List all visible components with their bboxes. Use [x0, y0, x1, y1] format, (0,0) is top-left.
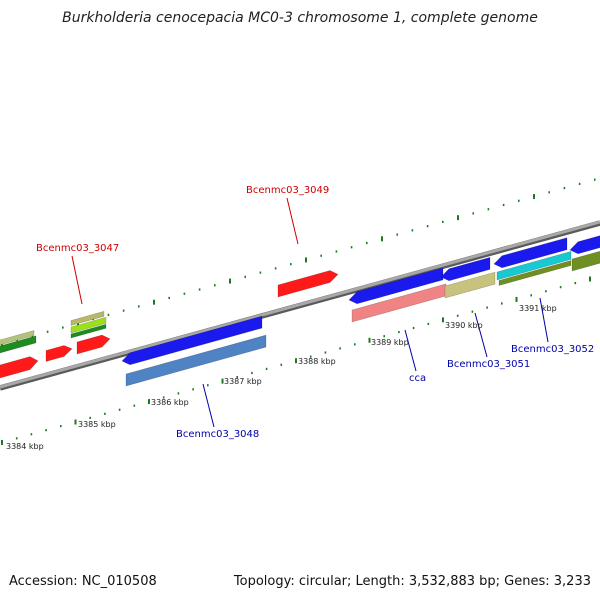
topology-text: Topology: circular; Length: 3,532,883 bp…	[233, 574, 591, 589]
feature-bar	[498, 260, 572, 286]
gene-label[interactable]: Bcenmc03_3047	[36, 243, 119, 254]
gene-arrow	[569, 235, 600, 255]
gene-label[interactable]: Bcenmc03_3052	[511, 344, 594, 355]
feature-bar	[496, 251, 572, 281]
backbone-line	[0, 220, 600, 389]
gene-arrow	[76, 334, 111, 355]
leader-line	[202, 383, 215, 428]
scale-label: 3390 kbp	[445, 321, 483, 330]
gene-arrow	[45, 345, 73, 362]
gene-arrow	[0, 356, 39, 379]
leader-line	[539, 297, 549, 343]
gene-features	[0, 235, 600, 387]
feature-bar	[70, 310, 105, 326]
scale-label: 3389 kbp	[371, 338, 409, 347]
tick-marks	[1, 178, 596, 445]
feature-bar	[0, 335, 37, 354]
scale-label: 3385 kbp	[78, 420, 116, 429]
gene-arrow	[440, 256, 491, 282]
leader-line	[474, 312, 488, 358]
leader-line	[404, 329, 417, 372]
feature-bar	[571, 250, 600, 272]
feature-bar	[444, 271, 496, 299]
accession-text: Accession: NC_010508	[9, 574, 157, 589]
chromosome-backbone	[0, 220, 600, 391]
gene-arrow	[493, 237, 568, 269]
map-title: Burkholderia cenocepacia MC0-3 chromosom…	[62, 10, 538, 26]
feature-bar	[0, 330, 35, 346]
scale-label: 3388 kbp	[298, 357, 336, 366]
gene-arrow	[348, 267, 444, 305]
gene-arrow	[277, 270, 339, 298]
gene-label[interactable]: Bcenmc03_3048	[176, 429, 259, 440]
leader-line	[286, 197, 299, 245]
gene-label[interactable]: Bcenmc03_3051	[447, 359, 530, 370]
scale-label: 3384 kbp	[6, 442, 44, 451]
feature-bar	[125, 334, 267, 387]
scale-label: 3386 kbp	[151, 398, 189, 407]
gene-label[interactable]: Bcenmc03_3049	[246, 185, 329, 196]
scale-label: 3387 kbp	[224, 377, 262, 386]
leader-line	[71, 255, 83, 305]
feature-bar	[70, 323, 107, 339]
gene-label[interactable]: cca	[409, 373, 426, 384]
gene-arrow	[121, 315, 263, 366]
feature-bar	[70, 316, 107, 334]
label-leader-lines	[71, 197, 549, 428]
scale-label: 3391 kbp	[519, 304, 557, 313]
